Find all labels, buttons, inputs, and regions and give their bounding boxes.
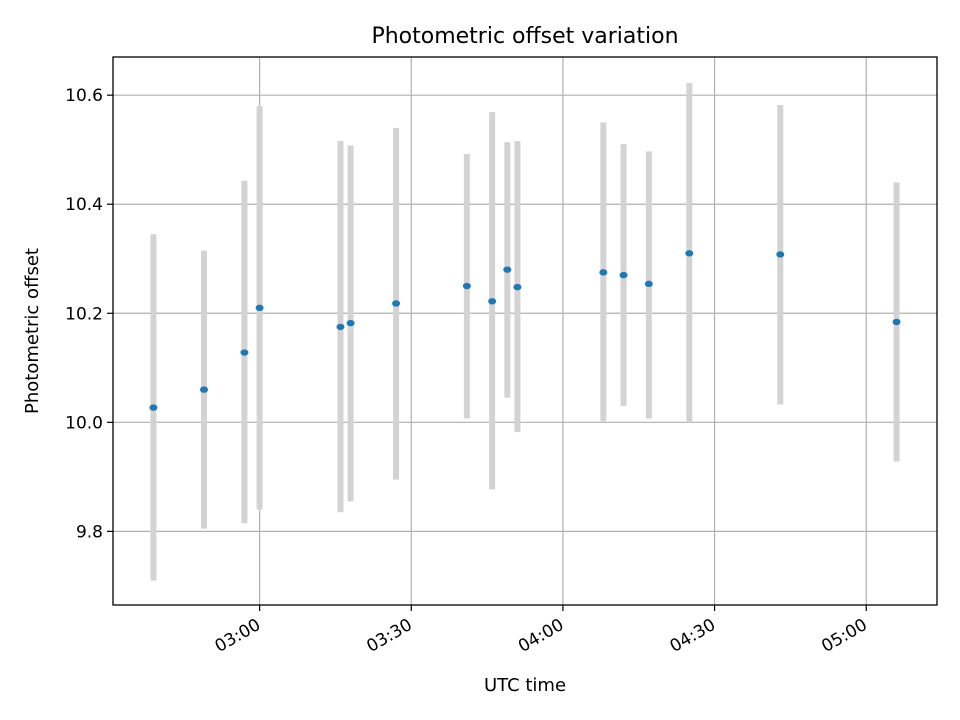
x-tick-label: 04:30 <box>667 615 719 657</box>
data-point <box>892 318 901 326</box>
data-point <box>199 386 208 393</box>
y-axis-ticks: 9.8 10.0 10.2 10.4 10.6 <box>65 86 113 542</box>
y-tick-label: 9.8 <box>76 522 103 542</box>
data-point <box>644 280 653 288</box>
x-tick-label: 03:00 <box>212 615 264 657</box>
chart-title: Photometric offset variation <box>371 24 678 49</box>
data-point <box>513 283 522 291</box>
data-point <box>240 349 249 356</box>
data-point <box>149 404 158 411</box>
data-point <box>776 251 785 258</box>
x-axis-label: UTC time <box>484 675 566 696</box>
x-tick-label: 04:00 <box>515 615 567 657</box>
data-point <box>346 319 355 327</box>
error-bars <box>150 83 900 581</box>
data-point <box>685 250 694 257</box>
data-point <box>336 323 345 331</box>
y-tick-label: 10.4 <box>65 195 103 215</box>
data-point <box>255 304 264 312</box>
x-tick-label: 05:00 <box>818 615 870 657</box>
data-point <box>462 282 471 290</box>
data-point <box>599 269 608 276</box>
data-point <box>488 298 497 305</box>
plot-frame <box>112 56 938 606</box>
y-axis-label: Photometric offset <box>22 248 43 414</box>
x-axis-ticks: 03:00 03:30 04:00 04:30 05:00 <box>212 605 871 657</box>
y-tick-label: 10.0 <box>65 413 103 433</box>
y-tick-label: 10.2 <box>65 304 103 324</box>
grid <box>113 57 937 605</box>
data-point <box>503 266 512 273</box>
data-points <box>149 250 901 411</box>
data-point <box>619 271 628 279</box>
data-point <box>392 300 401 307</box>
y-tick-label: 10.6 <box>65 86 103 106</box>
x-tick-label: 03:30 <box>363 615 415 657</box>
